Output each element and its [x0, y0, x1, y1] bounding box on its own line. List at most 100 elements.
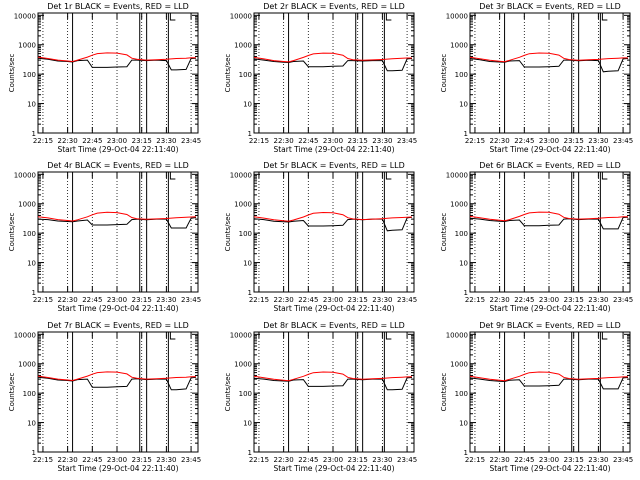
- x-axis-label: Start Time (29-Oct-04 22:11:40): [489, 145, 610, 154]
- y-tick-label: 1000: [18, 201, 36, 209]
- x-tick-label: 23:45: [613, 456, 633, 464]
- detector-panel-3: Det 3r BLACK = Events, RED = LLD 1 10 100 10…: [440, 2, 633, 154]
- x-tick-label: 22:15: [465, 296, 485, 304]
- panel-title: Det 3r BLACK = Events, RED = LLD: [479, 2, 621, 11]
- x-tick-label: 23:30: [156, 456, 176, 464]
- x-tick-label: 23:30: [372, 137, 392, 145]
- x-tick-label: 23:00: [539, 137, 559, 145]
- y-tick-label: 100: [455, 230, 468, 238]
- y-tick-label: 10000: [14, 331, 36, 339]
- y-tick-label: 1000: [18, 361, 36, 369]
- x-tick-label: 22:45: [298, 456, 318, 464]
- lld-series-line: [253, 211, 413, 222]
- x-tick-label: 22:30: [490, 137, 510, 145]
- x-tick-label: 22:15: [465, 137, 485, 145]
- notch-marker: [169, 332, 176, 340]
- y-tick-label: 1000: [450, 42, 468, 50]
- lld-series-line: [469, 371, 629, 382]
- notch-marker: [385, 13, 392, 21]
- plot-frame: [253, 12, 415, 134]
- x-tick-label: 23:00: [107, 137, 127, 145]
- y-tick-label: 10: [243, 101, 252, 109]
- x-tick-label: 23:15: [132, 137, 152, 145]
- plot-frame: [469, 331, 631, 453]
- x-tick-label: 23:30: [588, 296, 608, 304]
- y-axis-label: Counts/sec: [440, 373, 448, 412]
- y-tick-label: 10000: [446, 12, 468, 20]
- y-tick-label: 100: [455, 390, 468, 398]
- lld-series-line: [37, 211, 197, 222]
- events-series-line: [469, 377, 629, 390]
- panel-title: Det 2r BLACK = Events, RED = LLD: [263, 2, 405, 11]
- notch-marker: [601, 332, 608, 340]
- x-tick-label: 23:00: [323, 137, 343, 145]
- y-tick-label: 1: [248, 449, 252, 457]
- plot-frame: [253, 331, 415, 453]
- y-tick-label: 100: [239, 71, 252, 79]
- x-axis-label: Start Time (29-Oct-04 22:11:40): [273, 304, 394, 313]
- events-series-line: [253, 58, 413, 72]
- plot-frame: [37, 171, 199, 293]
- y-tick-label: 1: [32, 449, 36, 457]
- y-tick-label: 100: [239, 390, 252, 398]
- y-tick-label: 100: [23, 71, 36, 79]
- lld-series-line: [469, 52, 628, 63]
- x-axis-label: Start Time (29-Oct-04 22:11:40): [57, 464, 178, 473]
- y-tick-label: 10000: [446, 331, 468, 339]
- x-tick-label: 23:00: [107, 456, 127, 464]
- x-tick-label: 23:45: [613, 296, 633, 304]
- plot-frame: [469, 12, 631, 134]
- x-axis-label: Start Time (29-Oct-04 22:11:40): [489, 464, 610, 473]
- y-tick-label: 10: [27, 420, 36, 428]
- x-axis-label: Start Time (29-Oct-04 22:11:40): [57, 304, 178, 313]
- detector-panel-1: Det 1r BLACK = Events, RED = LLD 1 10 100 10…: [8, 2, 201, 154]
- events-series-line: [469, 216, 629, 230]
- notch-marker: [601, 172, 608, 180]
- x-tick-label: 23:15: [132, 296, 152, 304]
- x-tick-label: 22:15: [33, 296, 53, 304]
- x-tick-label: 23:45: [181, 137, 201, 145]
- panel-title: Det 9r BLACK = Events, RED = LLD: [479, 321, 621, 330]
- y-tick-label: 100: [23, 230, 36, 238]
- plot-frame: [37, 12, 199, 134]
- x-tick-label: 23:30: [588, 456, 608, 464]
- y-axis-label: Counts/sec: [440, 213, 448, 252]
- x-tick-label: 23:00: [539, 456, 559, 464]
- y-axis-label: Counts/sec: [8, 54, 16, 93]
- y-tick-label: 100: [239, 230, 252, 238]
- events-series-line: [469, 58, 629, 73]
- x-tick-label: 22:15: [33, 137, 53, 145]
- x-tick-label: 23:45: [397, 296, 417, 304]
- y-tick-label: 1: [464, 449, 468, 457]
- x-tick-label: 23:00: [539, 296, 559, 304]
- x-tick-label: 23:15: [564, 296, 584, 304]
- panel-title: Det 6r BLACK = Events, RED = LLD: [479, 161, 621, 170]
- plot-frame: [253, 171, 415, 293]
- y-tick-label: 1: [32, 130, 36, 138]
- y-axis-label: Counts/sec: [224, 373, 232, 412]
- y-tick-label: 10000: [230, 331, 252, 339]
- x-tick-label: 23:30: [372, 296, 392, 304]
- detector-panel-7: Det 7r BLACK = Events, RED = LLD 1 10 100 10…: [8, 321, 201, 473]
- x-tick-label: 23:00: [107, 296, 127, 304]
- y-tick-label: 10000: [14, 12, 36, 20]
- lld-series-line: [469, 211, 628, 222]
- x-tick-label: 22:30: [58, 296, 78, 304]
- x-tick-label: 22:30: [274, 456, 294, 464]
- y-tick-label: 1000: [18, 42, 36, 50]
- y-tick-label: 1: [32, 289, 36, 297]
- y-tick-label: 10000: [230, 12, 252, 20]
- y-axis-label: Counts/sec: [8, 213, 16, 252]
- lld-series-line: [37, 371, 197, 382]
- panel-title: Det 4r BLACK = Events, RED = LLD: [47, 161, 189, 170]
- y-tick-label: 10000: [446, 171, 468, 179]
- x-tick-label: 22:15: [33, 456, 53, 464]
- x-tick-label: 22:45: [514, 296, 534, 304]
- x-tick-label: 22:45: [82, 296, 102, 304]
- x-tick-label: 23:45: [181, 456, 201, 464]
- y-tick-label: 1000: [450, 201, 468, 209]
- panel-title: Det 1r BLACK = Events, RED = LLD: [47, 2, 189, 11]
- y-tick-label: 10: [27, 260, 36, 268]
- y-tick-label: 1000: [234, 42, 252, 50]
- x-tick-label: 23:15: [348, 456, 368, 464]
